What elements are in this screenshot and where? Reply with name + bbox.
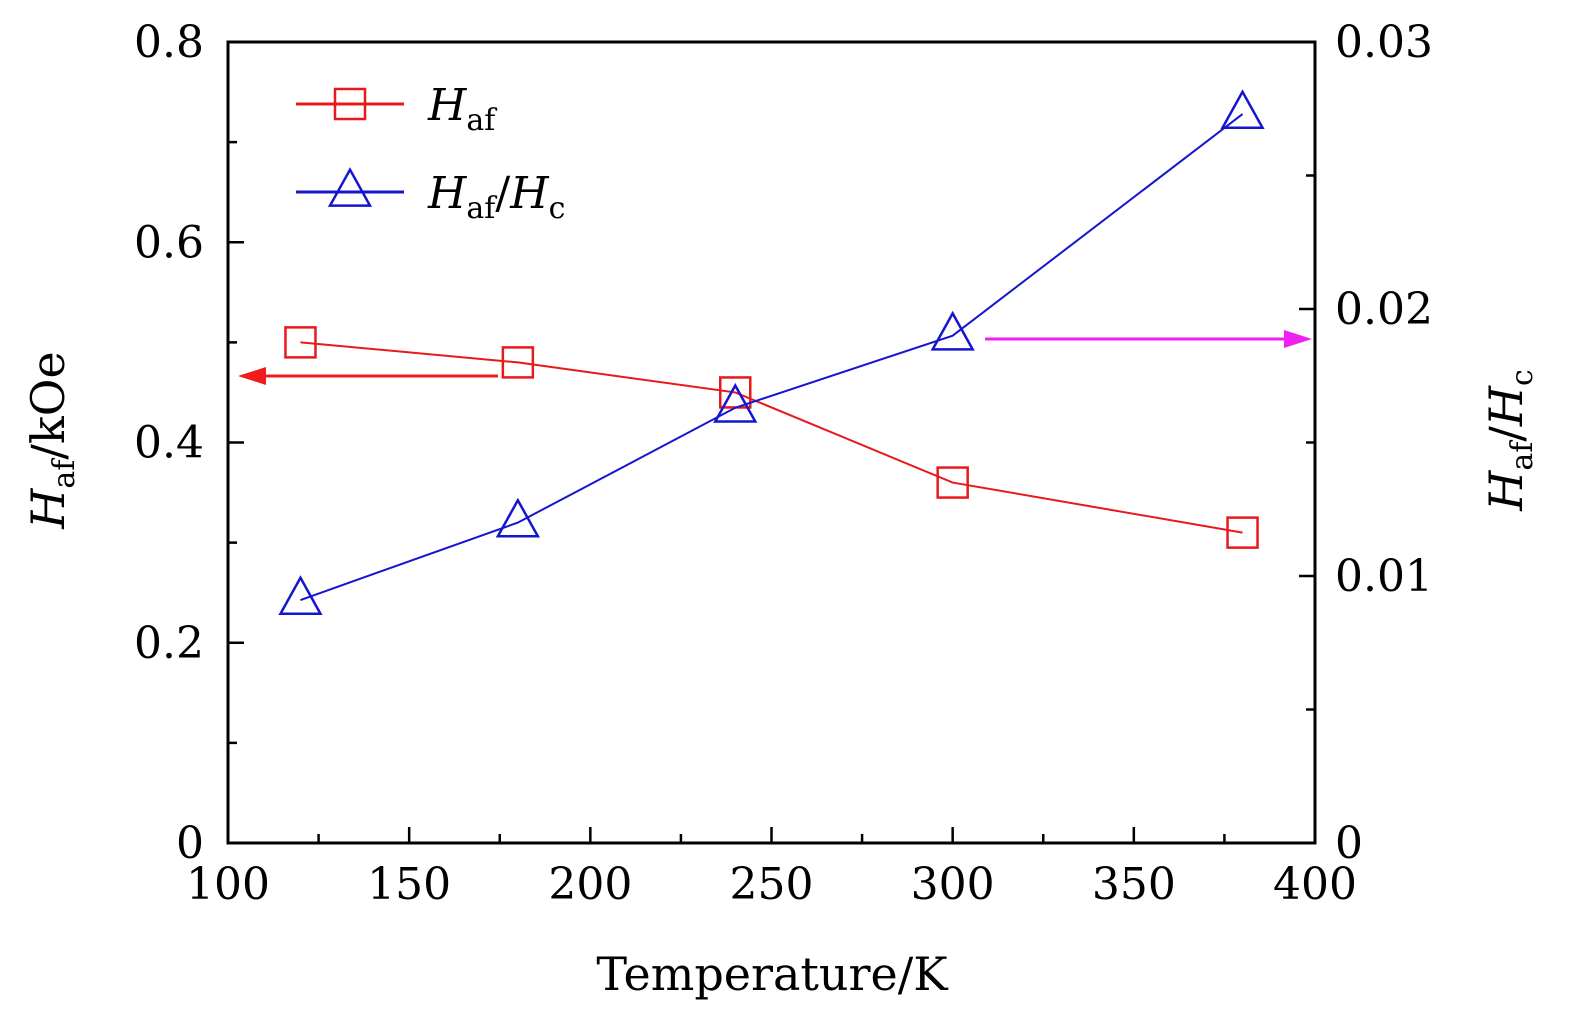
data-point-triangle <box>930 310 975 351</box>
legend-label-haf: Haf <box>427 80 497 138</box>
y-right-label-sub: af <box>1505 440 1540 471</box>
y-axis-right-title: Haf/Hc <box>1479 369 1540 512</box>
series-line-square <box>300 341 1243 534</box>
data-point-square <box>1226 516 1259 549</box>
y-right-tick-label: 0.03 <box>1335 17 1433 68</box>
y-left-tick-label: 0.4 <box>134 418 204 469</box>
y-axis-left-title: Haf/kOe <box>21 351 82 529</box>
annotation-arrows <box>238 330 1312 385</box>
data-point-triangle <box>278 575 323 615</box>
legend-square-marker <box>333 87 367 121</box>
plot-frame <box>226 40 1317 845</box>
arrow-left-head <box>238 367 266 385</box>
arrow-right-head <box>1284 330 1312 348</box>
x-tick-label: 100 <box>186 859 270 910</box>
data-point-square <box>501 346 535 379</box>
data-point-square <box>936 466 969 499</box>
data-point-triangle <box>495 497 540 538</box>
data-point-triangle <box>713 382 758 423</box>
y-left-tick-label: 0 <box>176 818 204 869</box>
y-left-label-rest: /kOe <box>21 351 75 459</box>
x-axis-title: Temperature/K <box>596 947 949 1001</box>
y-left-label-main: H <box>21 488 75 530</box>
x-tick-label: 200 <box>548 859 632 910</box>
y-right-label-main2: H <box>1479 385 1533 427</box>
y-left-tick-label: 0.8 <box>134 17 204 68</box>
series-square <box>284 326 1259 549</box>
y-right-tick-label: 0 <box>1335 818 1363 869</box>
y-left-label-sub: af <box>47 458 82 489</box>
x-tick-label: 350 <box>1092 859 1176 910</box>
y-right-label-sub2: c <box>1505 369 1540 386</box>
tick-labels: 100 150 200 250 300 350 40000.20.40.60.800.010… <box>134 17 1433 910</box>
x-tick-label: 400 <box>1273 859 1357 910</box>
y-right-label-main: H <box>1479 470 1533 512</box>
x-tick-label: 250 <box>730 859 814 910</box>
data-point-triangle <box>1220 89 1265 130</box>
series-layer <box>278 89 1265 615</box>
axis-ticks <box>226 40 1317 845</box>
legend: Haf Haf/Hc <box>296 80 565 226</box>
y-left-tick-label: 0.6 <box>134 217 204 268</box>
y-right-label-slash: / <box>1479 426 1533 442</box>
x-tick-label: 300 <box>911 859 995 910</box>
legend-label-ratio: Haf/Hc <box>427 168 565 226</box>
y-right-tick-label: 0.02 <box>1335 284 1433 335</box>
y-right-tick-label: 0.01 <box>1335 551 1433 602</box>
legend-triangle-marker <box>327 167 373 207</box>
series-line-triangle <box>300 113 1244 601</box>
series-triangle <box>278 89 1265 615</box>
data-point-square <box>284 326 317 359</box>
x-tick-label: 150 <box>367 859 451 910</box>
y-left-tick-label: 0.2 <box>134 618 204 669</box>
